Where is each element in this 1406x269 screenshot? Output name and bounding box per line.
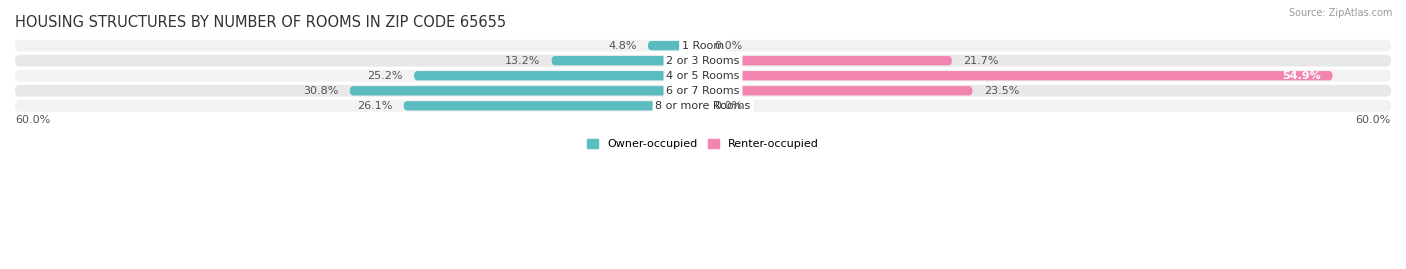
Text: 4 or 5 Rooms: 4 or 5 Rooms: [666, 71, 740, 81]
FancyBboxPatch shape: [703, 71, 1333, 80]
Text: 0.0%: 0.0%: [714, 101, 742, 111]
Text: 1 Room: 1 Room: [682, 41, 724, 51]
Text: 6 or 7 Rooms: 6 or 7 Rooms: [666, 86, 740, 96]
Text: 8 or more Rooms: 8 or more Rooms: [655, 101, 751, 111]
FancyBboxPatch shape: [551, 56, 703, 65]
Text: 60.0%: 60.0%: [15, 115, 51, 125]
Text: 23.5%: 23.5%: [984, 86, 1019, 96]
Text: 2 or 3 Rooms: 2 or 3 Rooms: [666, 56, 740, 66]
FancyBboxPatch shape: [15, 70, 1391, 82]
FancyBboxPatch shape: [15, 55, 1391, 66]
FancyBboxPatch shape: [15, 100, 1391, 112]
Text: 21.7%: 21.7%: [963, 56, 998, 66]
FancyBboxPatch shape: [648, 41, 703, 50]
Text: 60.0%: 60.0%: [1355, 115, 1391, 125]
FancyBboxPatch shape: [413, 71, 703, 80]
FancyBboxPatch shape: [350, 86, 703, 95]
Text: Source: ZipAtlas.com: Source: ZipAtlas.com: [1288, 8, 1392, 18]
Text: 4.8%: 4.8%: [607, 41, 637, 51]
FancyBboxPatch shape: [15, 85, 1391, 97]
Text: HOUSING STRUCTURES BY NUMBER OF ROOMS IN ZIP CODE 65655: HOUSING STRUCTURES BY NUMBER OF ROOMS IN…: [15, 15, 506, 30]
Text: 13.2%: 13.2%: [505, 56, 540, 66]
Text: 30.8%: 30.8%: [302, 86, 339, 96]
FancyBboxPatch shape: [703, 86, 973, 95]
FancyBboxPatch shape: [703, 56, 952, 65]
Text: 25.2%: 25.2%: [367, 71, 402, 81]
Legend: Owner-occupied, Renter-occupied: Owner-occupied, Renter-occupied: [586, 139, 820, 149]
Text: 54.9%: 54.9%: [1282, 71, 1322, 81]
Text: 0.0%: 0.0%: [714, 41, 742, 51]
Text: 26.1%: 26.1%: [357, 101, 392, 111]
FancyBboxPatch shape: [15, 40, 1391, 51]
FancyBboxPatch shape: [404, 101, 703, 111]
